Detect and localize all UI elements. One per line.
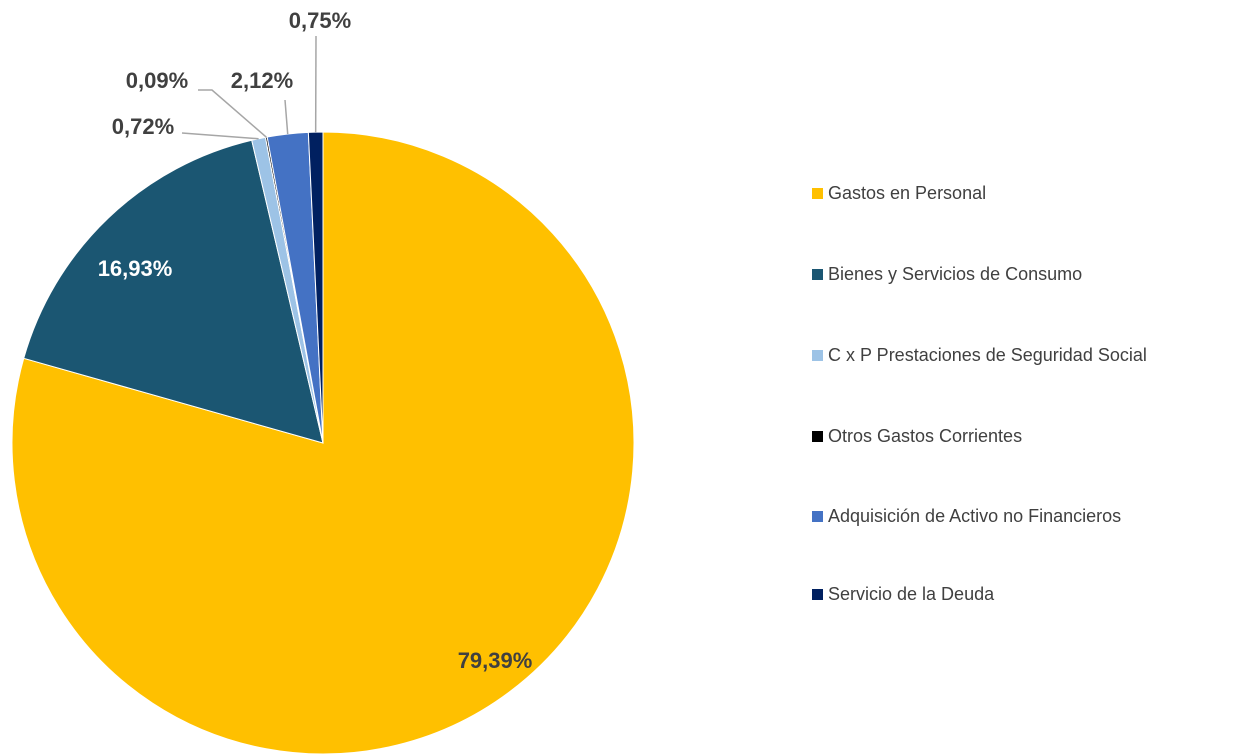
legend-label: Gastos en Personal [828,183,987,203]
legend-swatch [812,188,823,199]
data-label: 0,75% [289,8,351,33]
legend-item: Servicio de la Deuda [812,582,1163,607]
legend-label: C x P Prestaciones de Seguridad Social [828,345,1147,365]
legend-item: Adquisición de Activo no Financieros [812,504,1163,529]
legend-swatch [812,269,823,280]
legend-label: Bienes y Servicios de Consumo [828,264,1083,284]
legend-swatch [812,589,823,600]
legend-swatch [812,431,823,442]
legend-swatch [812,511,823,522]
data-label: 79,39% [458,648,533,673]
leader-line [181,132,259,140]
pie-slice [23,139,324,444]
legend-label: Adquisición de Activo no Financieros [828,506,1122,526]
legend-label: Servicio de la Deuda [828,584,995,604]
data-label: 0,09% [126,68,188,93]
legend-item: Bienes y Servicios de Consumo [812,262,1163,287]
data-label: 2,12% [231,68,293,93]
legend-item: Gastos en Personal [812,181,1163,206]
leader-line [284,99,289,135]
legend-item: Otros Gastos Corrientes [812,424,1163,449]
leader-line [198,89,267,138]
pie-slice [11,131,635,754]
legend-swatch [812,350,823,361]
legend-label: Otros Gastos Corrientes [828,426,1023,446]
legend-item: C x P Prestaciones de Seguridad Social [812,343,1163,368]
data-label: 16,93% [98,256,173,281]
data-label: 0,72% [112,114,174,139]
